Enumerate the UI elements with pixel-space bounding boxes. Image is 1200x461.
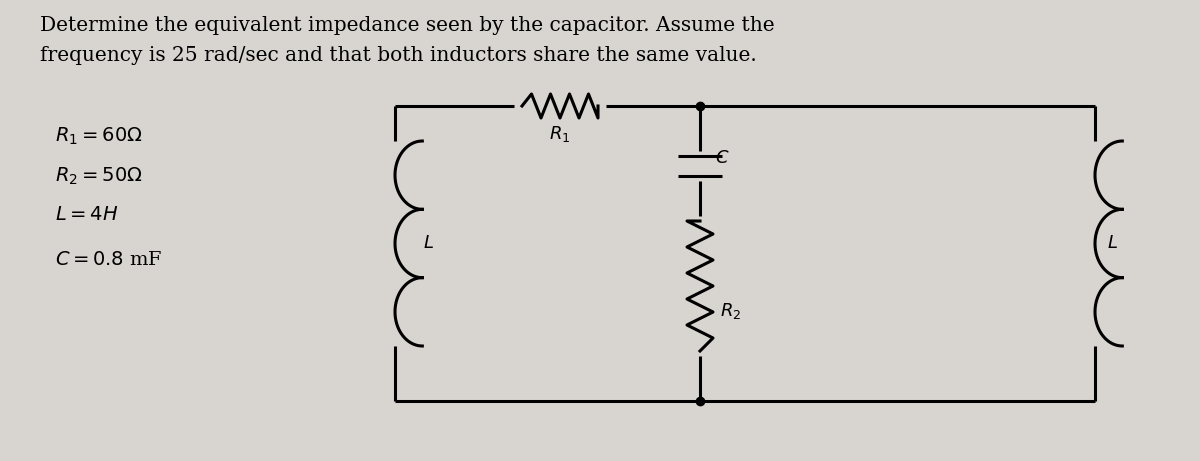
Text: $R_1 = 60\Omega$: $R_1 = 60\Omega$ <box>55 126 143 148</box>
Text: $C$: $C$ <box>715 149 730 167</box>
Text: $C = 0.8$ mF: $C = 0.8$ mF <box>55 251 162 269</box>
Text: $R_1$: $R_1$ <box>550 124 571 144</box>
Text: $L$: $L$ <box>1108 235 1118 253</box>
Text: frequency is 25 rad/sec and that both inductors share the same value.: frequency is 25 rad/sec and that both in… <box>40 46 757 65</box>
Text: $R_2$: $R_2$ <box>720 301 742 321</box>
Text: Determine the equivalent impedance seen by the capacitor. Assume the: Determine the equivalent impedance seen … <box>40 16 775 35</box>
Text: $L = 4H$: $L = 4H$ <box>55 206 119 224</box>
Text: $R_2 = 50\Omega$: $R_2 = 50\Omega$ <box>55 166 143 187</box>
Text: $L$: $L$ <box>424 235 434 253</box>
